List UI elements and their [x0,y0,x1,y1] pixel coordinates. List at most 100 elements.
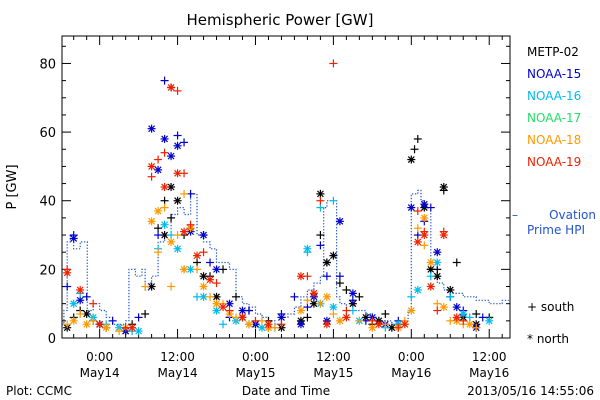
point-noaa-15-north [154,165,163,174]
point-noaa-15-north [335,217,344,226]
point-metp-02-south [193,258,202,267]
point-noaa-18-south [141,282,150,291]
point-noaa-19-south [225,306,234,315]
point-noaa-16-south [329,196,338,205]
point-noaa-19-south [89,299,98,308]
x-tick-label-time: 0:00 [86,350,113,364]
point-noaa-15-north [452,303,461,312]
y-axis: 0 20 40 60 80 [39,45,510,347]
point-noaa-19-south [186,220,195,229]
point-noaa-16-north [303,244,312,253]
point-noaa-18-north [368,323,377,332]
legend-noaa-15: NOAA-15 [527,67,581,81]
point-noaa-19-north [147,162,156,171]
point-noaa-16-north [160,220,169,229]
point-metp-02-south [413,134,422,143]
point-metp-02-north [407,155,416,164]
point-metp-02-south [141,309,150,318]
x-tick-label-time: 12:00 [316,350,351,364]
x-tick-label-time: 0:00 [242,350,269,364]
point-noaa-19-north [167,83,176,92]
legend-noaa-19: NOAA-19 [527,155,581,169]
y-tick-label: 0 [48,332,56,347]
point-noaa-15-south [173,131,182,140]
x-tick-label-date: May14 [80,366,120,380]
point-noaa-16-north [173,244,182,253]
point-noaa-15-north [433,248,442,257]
point-noaa-19-north [180,227,189,236]
plot-credit: Plot: CCMC [6,384,72,398]
point-metp-02-north [173,196,182,205]
point-metp-02-north [439,183,448,191]
point-noaa-15-north [407,203,416,212]
point-noaa-18-north [212,299,221,308]
point-noaa-18-north [147,217,156,226]
point-noaa-15-north [420,200,429,209]
point-noaa-18-north [420,213,429,222]
point-noaa-18-north [335,316,344,325]
point-noaa-15-north [238,306,247,315]
point-noaa-18-south [115,327,124,336]
point-noaa-19-south [368,316,377,325]
point-noaa-16-north [413,285,422,294]
chart-title: Hemispheric Power [GW] [187,11,374,29]
point-noaa-18-south [420,241,429,250]
point-noaa-16-north [134,327,143,336]
point-noaa-15-south [82,292,91,301]
y-axis-label: P [GW] [5,164,20,209]
point-noaa-19-north [160,183,169,191]
legend-noaa-16: NOAA-16 [527,89,581,103]
point-noaa-16-south [426,272,435,281]
point-noaa-19-south [316,196,325,205]
x-tick-label-date: May16 [469,366,509,380]
point-noaa-19-south [173,86,182,95]
legend-ovation-name: Ovation [549,208,596,222]
point-metp-02-south [303,313,312,322]
point-noaa-16-north [485,316,494,325]
point-noaa-16-south [219,320,228,329]
point-noaa-19-south [199,248,208,257]
point-noaa-18-north [244,320,253,329]
point-noaa-18-south [413,224,422,233]
point-noaa-18-south [180,189,189,198]
plot-frame [61,35,511,339]
point-metp-02-south [167,213,176,222]
point-noaa-19-south [433,306,442,315]
point-noaa-16-north [459,309,468,318]
x-tick-label-date: May15 [313,366,353,380]
point-noaa-19-south [459,316,468,325]
point-noaa-19-south [413,207,422,216]
point-metp-02-north [212,292,221,301]
point-noaa-19-north [238,313,247,322]
point-noaa-19-north [426,282,435,291]
point-metp-02-south [342,285,351,294]
point-noaa-16-south [407,292,416,301]
point-noaa-19-north [76,285,85,294]
point-metp-02-south [452,258,461,267]
legend-metp-02: METP-02 [527,45,579,59]
point-noaa-18-south [63,320,72,329]
point-metp-02-south [472,309,481,318]
point-noaa-19-south [160,148,169,157]
point-noaa-18-south [303,296,312,305]
point-noaa-15-north [76,296,85,305]
point-metp-02-north [446,285,455,294]
legend-north: * north [527,332,569,346]
point-noaa-18-north [180,265,189,274]
point-noaa-19-south [394,323,403,332]
point-noaa-18-south [89,316,98,325]
point-noaa-15-south [108,316,117,325]
point-noaa-19-north [264,320,273,329]
point-noaa-16-south [316,203,325,212]
point-noaa-19-north [95,320,104,329]
y-tick-label: 40 [39,195,56,210]
legend-south: + south [527,300,574,314]
point-noaa-15-south [134,313,143,322]
x-axis: 0:00 May14 12:00 May14 0:00 May15 12:00 May15 0:… [73,36,509,380]
y-tick-label: 20 [39,263,56,278]
point-noaa-19-north [206,275,215,284]
satellite-series [63,59,494,336]
point-noaa-15-south [206,258,215,267]
point-metp-02-south [381,309,390,318]
point-noaa-18-north [167,237,176,246]
